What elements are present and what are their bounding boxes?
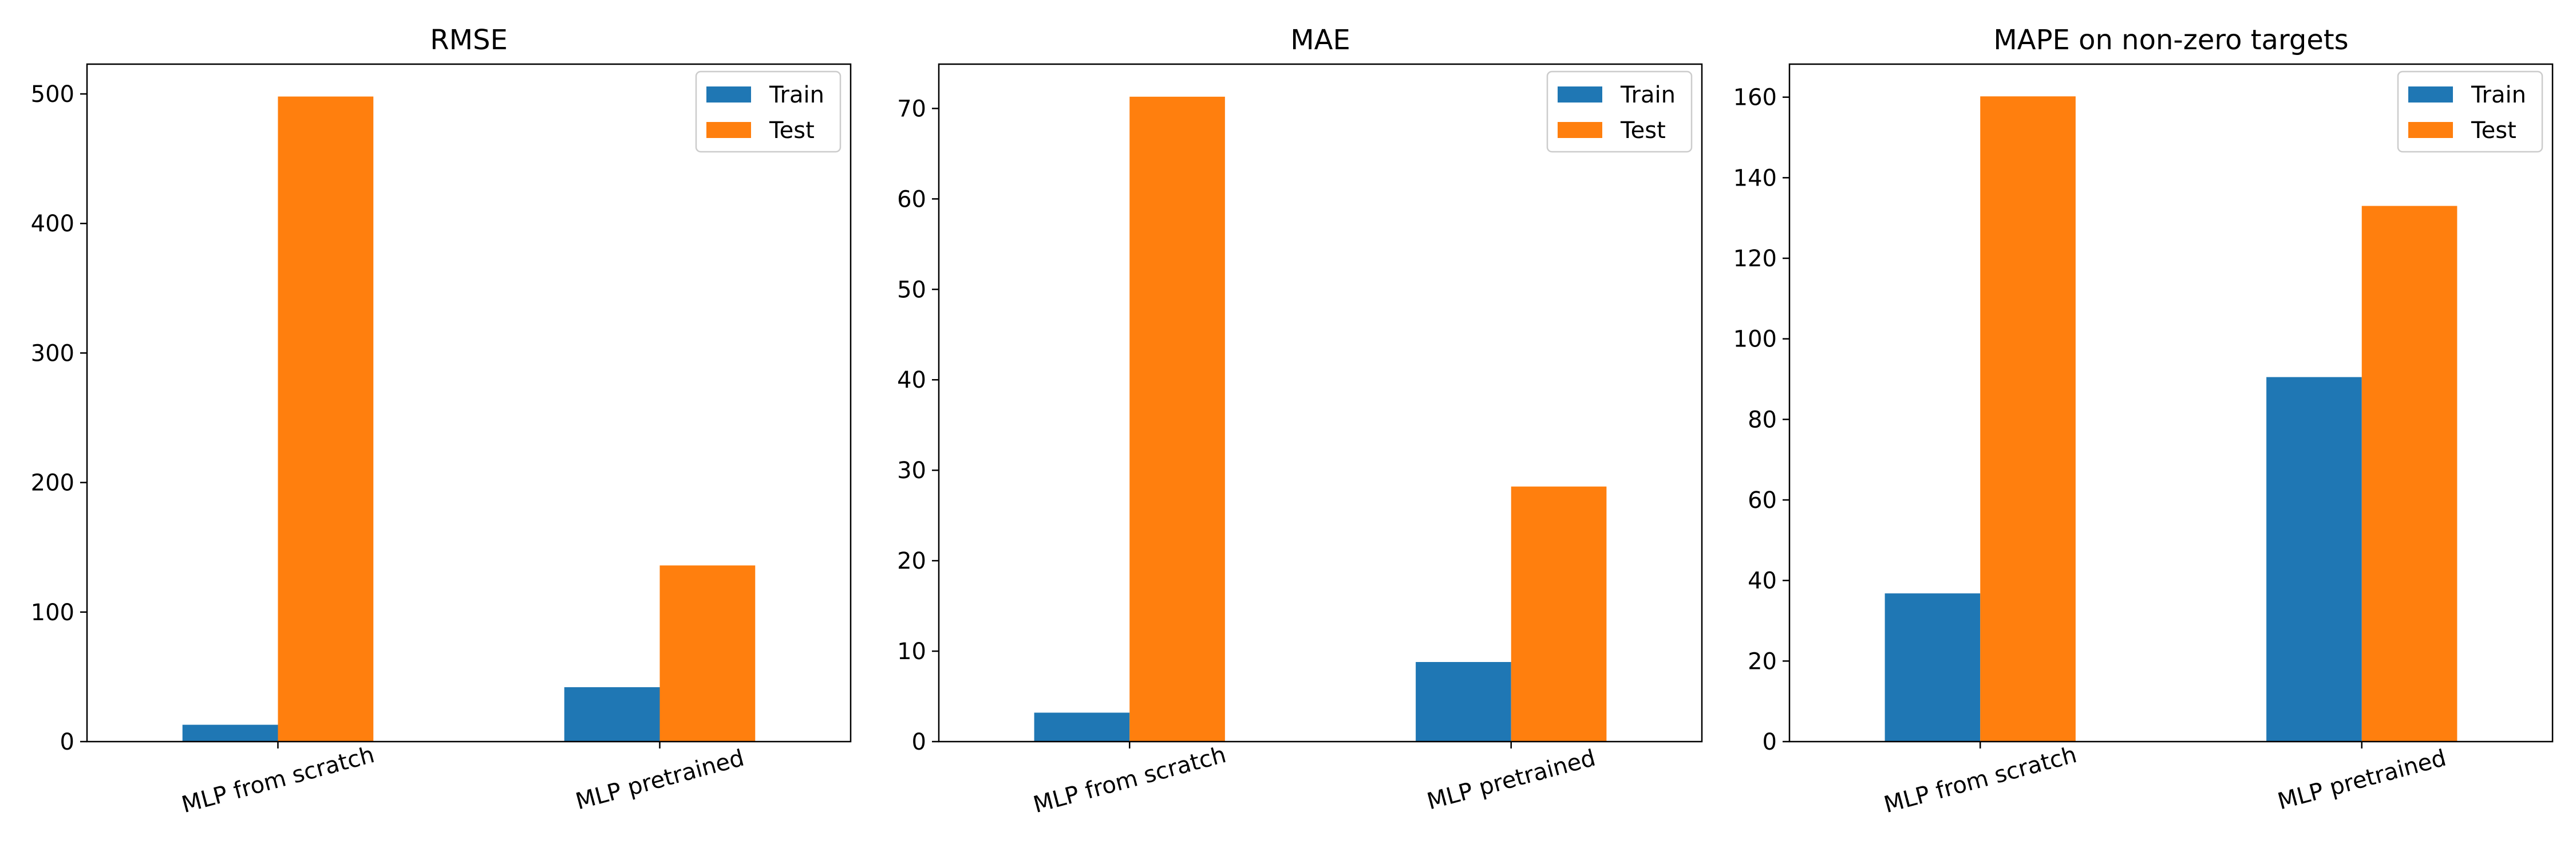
bar-train-1 <box>1034 712 1130 742</box>
y-tick-label: 0 <box>912 729 926 755</box>
legend-label-train: Train <box>769 82 824 108</box>
legend-label-train: Train <box>1620 82 1676 108</box>
legend-label-train: Train <box>2471 82 2526 108</box>
y-tick-label: 300 <box>31 340 74 367</box>
chart-title: MAE <box>1290 24 1350 56</box>
legend-swatch-train <box>706 86 751 103</box>
bar-train-1 <box>1884 593 1981 742</box>
bar-test-1 <box>278 96 374 742</box>
bar-train-2 <box>2266 377 2362 742</box>
y-tick-label: 500 <box>31 81 74 108</box>
bar-test-2 <box>1511 486 1607 742</box>
y-tick-label: 100 <box>31 600 74 626</box>
y-tick-label: 10 <box>897 639 926 665</box>
legend-swatch-train <box>2408 86 2453 103</box>
x-tick-label: MLP from scratch <box>179 742 377 818</box>
legend-swatch-test <box>2408 122 2453 138</box>
chart-title: MAPE on non-zero targets <box>1993 24 2348 56</box>
y-tick-label: 400 <box>31 211 74 237</box>
legend-swatch-test <box>706 122 751 138</box>
y-tick-label: 0 <box>60 729 74 755</box>
y-tick-label: 160 <box>1733 85 1777 111</box>
x-tick-label: MLP pretrained <box>2275 745 2449 815</box>
y-tick-label: 40 <box>897 367 926 393</box>
x-tick-label: MLP from scratch <box>1881 742 2079 818</box>
legend-label-test: Test <box>769 117 815 144</box>
bar-train-2 <box>564 687 660 742</box>
chart-panel-3: MAPE on non-zero targets 0 20 40 60 80 100 120 1… <box>1733 24 2554 818</box>
y-tick-label: 80 <box>1748 407 1777 433</box>
y-tick-label: 70 <box>897 96 926 122</box>
plot-frame <box>938 63 1703 743</box>
y-tick-label: 120 <box>1733 246 1777 272</box>
y-tick-label: 20 <box>1748 648 1777 675</box>
x-tick-label: MLP pretrained <box>573 745 747 815</box>
bar-train-1 <box>182 724 278 742</box>
y-tick-label: 50 <box>897 277 926 303</box>
legend-label-test: Test <box>1620 117 1666 144</box>
chart-panel-1: RMSE 0 100 200 300 400 500 MLP from scratch MLP … <box>31 24 852 818</box>
x-tick-label: MLP pretrained <box>1424 745 1598 815</box>
y-tick-label: 200 <box>31 470 74 497</box>
y-tick-label: 40 <box>1748 568 1777 594</box>
y-tick-label: 100 <box>1733 326 1777 353</box>
plot-frame <box>1788 63 2554 743</box>
bar-test-1 <box>1980 96 2076 742</box>
y-tick-label: 0 <box>1763 729 1777 755</box>
y-tick-label: 60 <box>897 186 926 212</box>
y-tick-label: 20 <box>897 548 926 574</box>
bar-test-2 <box>2361 206 2458 742</box>
bar-test-1 <box>1129 96 1225 742</box>
plot-frame <box>86 63 852 743</box>
legend-swatch-train <box>1558 86 1602 103</box>
x-tick-label: MLP from scratch <box>1030 742 1228 818</box>
y-tick-label: 140 <box>1733 165 1777 191</box>
y-tick-label: 30 <box>897 458 926 484</box>
bar-test-2 <box>659 565 756 742</box>
legend-label-test: Test <box>2471 117 2516 144</box>
chart-title: RMSE <box>430 24 508 56</box>
y-tick-label: 60 <box>1748 487 1777 514</box>
chart-panel-2: MAE 0 10 20 30 40 50 60 70 MLP from scratch MLP pr… <box>897 24 1703 818</box>
bar-train-2 <box>1416 662 1511 742</box>
legend-swatch-test <box>1558 122 1602 138</box>
